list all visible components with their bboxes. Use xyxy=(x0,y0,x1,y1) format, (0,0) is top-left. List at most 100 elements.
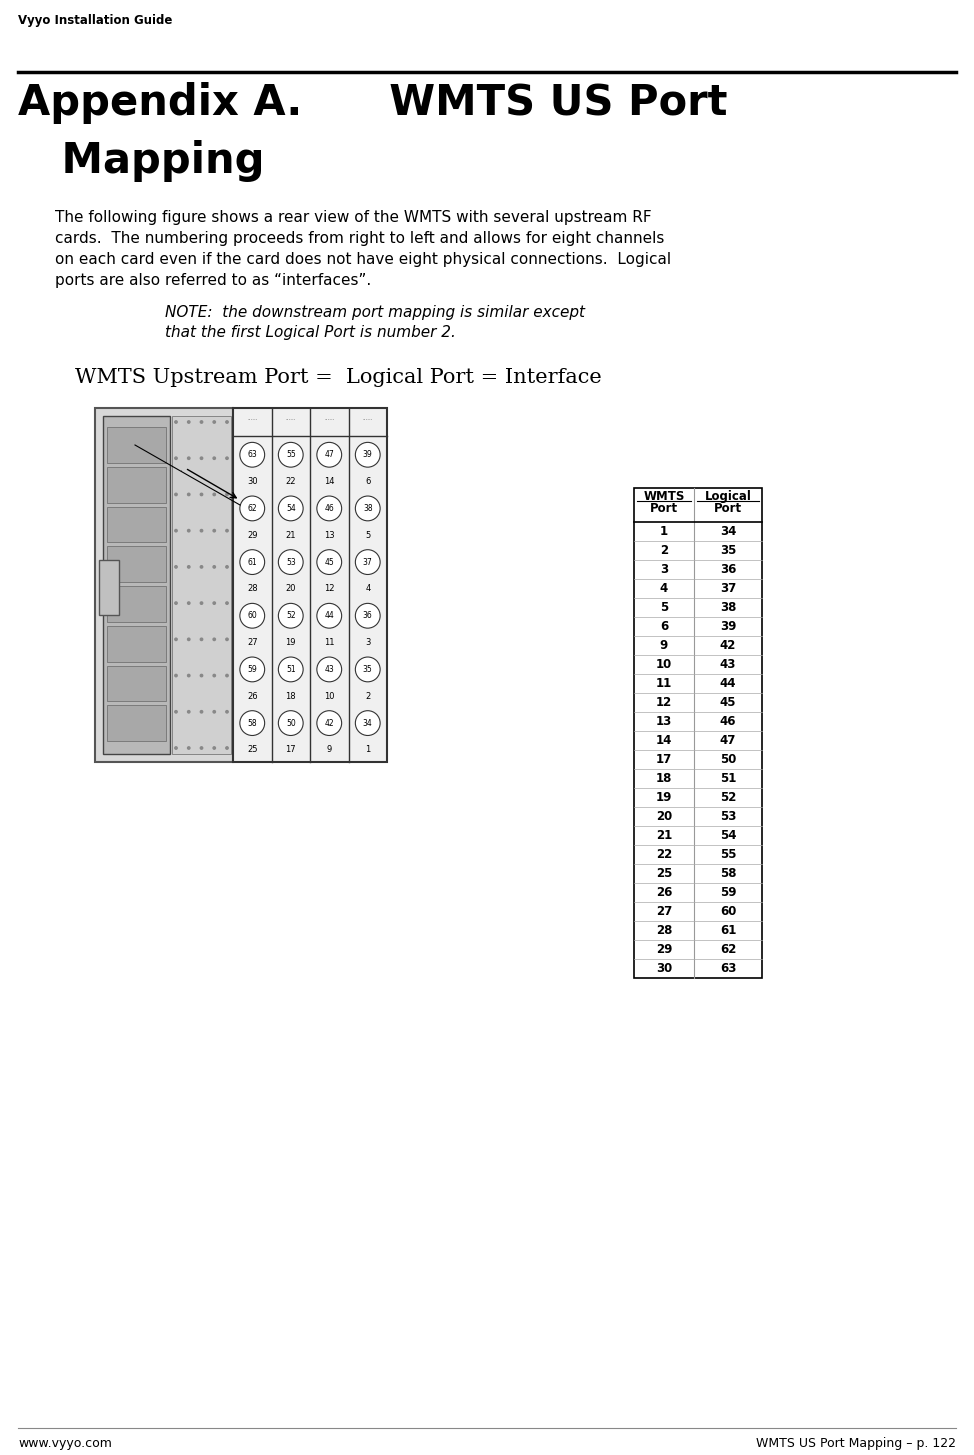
Text: 9: 9 xyxy=(326,745,332,755)
Text: 28: 28 xyxy=(247,585,257,594)
Text: 10: 10 xyxy=(324,691,334,701)
Text: 54: 54 xyxy=(720,829,736,842)
Text: 30: 30 xyxy=(247,477,257,486)
Text: 17: 17 xyxy=(285,745,296,755)
Circle shape xyxy=(240,658,265,682)
Text: 35: 35 xyxy=(720,544,736,557)
Text: 35: 35 xyxy=(363,665,373,674)
Bar xyxy=(107,665,166,701)
Text: 54: 54 xyxy=(286,503,296,514)
Text: Mapping: Mapping xyxy=(18,140,265,182)
Bar xyxy=(107,546,166,582)
Circle shape xyxy=(279,496,303,521)
Text: ......: ...... xyxy=(362,416,373,420)
Circle shape xyxy=(174,710,177,713)
Text: 42: 42 xyxy=(324,719,334,728)
Text: Appendix A.      WMTS US Port: Appendix A. WMTS US Port xyxy=(18,81,728,124)
Text: 4: 4 xyxy=(365,585,370,594)
Circle shape xyxy=(226,674,228,677)
Circle shape xyxy=(174,639,177,640)
Text: 22: 22 xyxy=(656,848,672,861)
Text: 20: 20 xyxy=(656,810,672,824)
Text: 38: 38 xyxy=(363,503,373,514)
Text: 53: 53 xyxy=(720,810,736,824)
Text: 36: 36 xyxy=(720,563,736,576)
Circle shape xyxy=(201,746,203,749)
Text: 58: 58 xyxy=(720,867,736,880)
Text: 45: 45 xyxy=(324,557,334,566)
Text: 55: 55 xyxy=(286,450,296,460)
Bar xyxy=(107,506,166,543)
Circle shape xyxy=(213,602,215,604)
Text: 14: 14 xyxy=(324,477,334,486)
Text: that the first Logical Port is number 2.: that the first Logical Port is number 2. xyxy=(165,324,456,340)
Text: 58: 58 xyxy=(247,719,257,728)
Circle shape xyxy=(279,442,303,467)
Text: 13: 13 xyxy=(656,714,672,728)
Text: Port: Port xyxy=(650,502,678,515)
Text: 22: 22 xyxy=(285,477,296,486)
Text: 30: 30 xyxy=(656,962,672,975)
Text: 61: 61 xyxy=(247,557,257,566)
Circle shape xyxy=(279,710,303,735)
Circle shape xyxy=(201,457,203,460)
Text: 5: 5 xyxy=(365,531,370,540)
Text: 52: 52 xyxy=(286,611,295,620)
Circle shape xyxy=(226,420,228,423)
Text: 59: 59 xyxy=(247,665,257,674)
Bar xyxy=(107,706,166,741)
Bar xyxy=(107,586,166,621)
Text: 47: 47 xyxy=(324,450,334,460)
Circle shape xyxy=(213,457,215,460)
Text: 37: 37 xyxy=(720,582,736,595)
Circle shape xyxy=(188,639,190,640)
Text: ......: ...... xyxy=(285,416,296,420)
Circle shape xyxy=(279,550,303,575)
Circle shape xyxy=(356,550,380,575)
Text: 61: 61 xyxy=(720,924,736,937)
Text: 27: 27 xyxy=(247,639,257,647)
Text: 6: 6 xyxy=(365,477,370,486)
Text: 51: 51 xyxy=(720,773,736,786)
Text: 51: 51 xyxy=(286,665,295,674)
Text: 2: 2 xyxy=(365,691,370,701)
Circle shape xyxy=(226,710,228,713)
Text: 11: 11 xyxy=(324,639,334,647)
Circle shape xyxy=(356,604,380,629)
Text: 36: 36 xyxy=(363,611,373,620)
Text: 2: 2 xyxy=(660,544,668,557)
Text: 20: 20 xyxy=(285,585,296,594)
Circle shape xyxy=(279,604,303,629)
Circle shape xyxy=(188,530,190,533)
Text: cards.  The numbering proceeds from right to left and allows for eight channels: cards. The numbering proceeds from right… xyxy=(55,231,664,246)
Circle shape xyxy=(317,604,342,629)
Text: 55: 55 xyxy=(720,848,736,861)
Circle shape xyxy=(356,496,380,521)
Text: 28: 28 xyxy=(656,924,672,937)
Circle shape xyxy=(174,420,177,423)
Circle shape xyxy=(240,550,265,575)
Circle shape xyxy=(201,674,203,677)
Circle shape xyxy=(174,493,177,496)
Circle shape xyxy=(226,746,228,749)
Circle shape xyxy=(317,658,342,682)
Text: 26: 26 xyxy=(656,886,672,899)
Text: 18: 18 xyxy=(656,773,672,786)
Circle shape xyxy=(317,496,342,521)
Circle shape xyxy=(188,566,190,567)
Circle shape xyxy=(174,530,177,533)
Circle shape xyxy=(174,746,177,749)
Text: 62: 62 xyxy=(247,503,257,514)
Bar xyxy=(99,560,119,615)
Bar xyxy=(95,407,233,762)
Text: 12: 12 xyxy=(656,695,672,709)
Circle shape xyxy=(188,710,190,713)
Text: 47: 47 xyxy=(720,733,736,746)
Text: 52: 52 xyxy=(720,792,736,805)
Circle shape xyxy=(317,550,342,575)
Circle shape xyxy=(226,493,228,496)
Circle shape xyxy=(356,442,380,467)
Circle shape xyxy=(213,566,215,567)
Text: 21: 21 xyxy=(656,829,672,842)
Text: 17: 17 xyxy=(656,754,672,765)
